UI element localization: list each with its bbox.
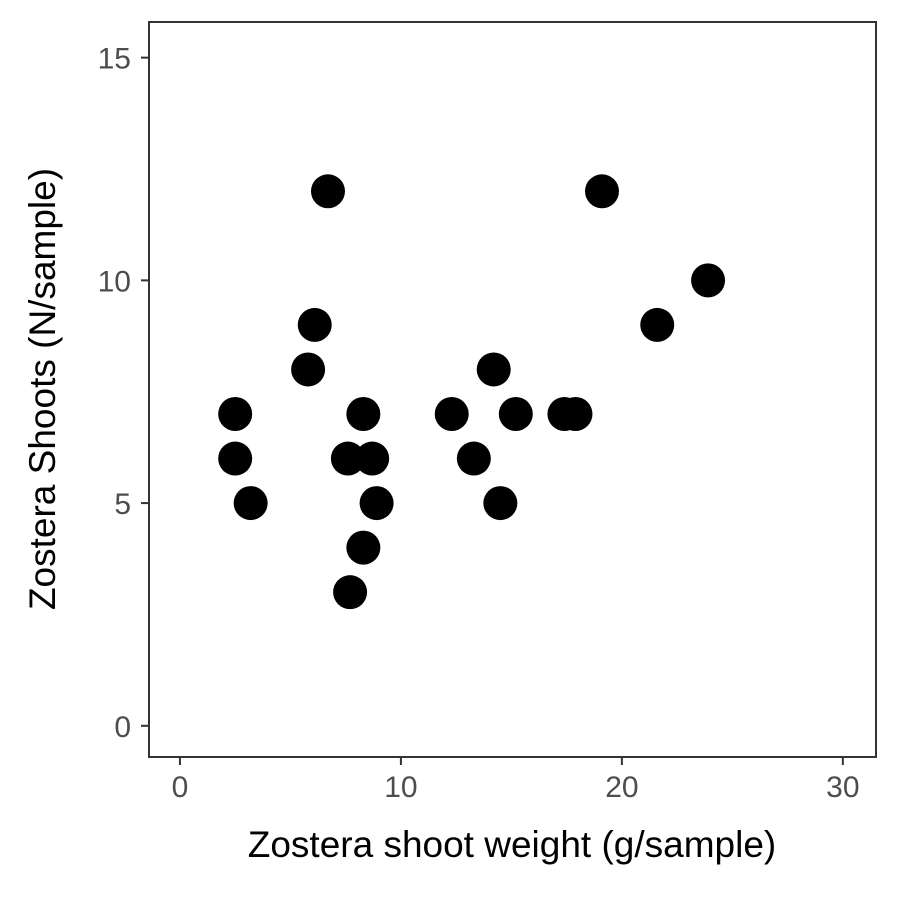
scatter-point: [558, 397, 593, 431]
scatter-point: [434, 397, 469, 431]
scatter-point: [330, 441, 365, 476]
scatter-point: [291, 352, 326, 387]
scatter-point: [346, 397, 381, 431]
plot-panel-border: [148, 21, 877, 758]
scatter-point: [483, 486, 518, 521]
x-tick-label: 30: [826, 771, 859, 804]
scatter-point: [498, 397, 533, 431]
x-axis-title: Zostera shoot weight (g/sample): [248, 824, 777, 865]
y-tick-label: 5: [114, 488, 131, 521]
scatter-point: [346, 530, 381, 565]
x-tick-label: 0: [172, 771, 189, 804]
scatter-point: [355, 441, 390, 476]
scatter-point: [640, 307, 675, 342]
x-tick-label: 20: [605, 771, 638, 804]
scatter-point: [476, 352, 511, 387]
plot-area: [218, 174, 726, 610]
scatter-point: [297, 307, 332, 342]
scatter-point: [456, 441, 491, 476]
scatter-point: [333, 575, 368, 610]
scatter-point: [584, 174, 619, 209]
scatter-point: [310, 174, 345, 209]
y-axis: 0 5 10 15: [98, 43, 149, 744]
scatter-point: [691, 263, 726, 298]
y-axis-title: Zostera Shoots (N/sample): [22, 168, 63, 610]
scatter-point: [359, 486, 394, 521]
scatter-point: [233, 486, 268, 521]
y-tick-label: 15: [98, 43, 131, 76]
y-tick-label: 0: [114, 711, 131, 744]
x-tick-label: 10: [384, 771, 417, 804]
scatter-point: [218, 397, 253, 431]
scatter-point: [218, 441, 253, 476]
x-axis: 0 10 20 30: [172, 757, 860, 804]
y-tick-label: 10: [98, 265, 131, 298]
